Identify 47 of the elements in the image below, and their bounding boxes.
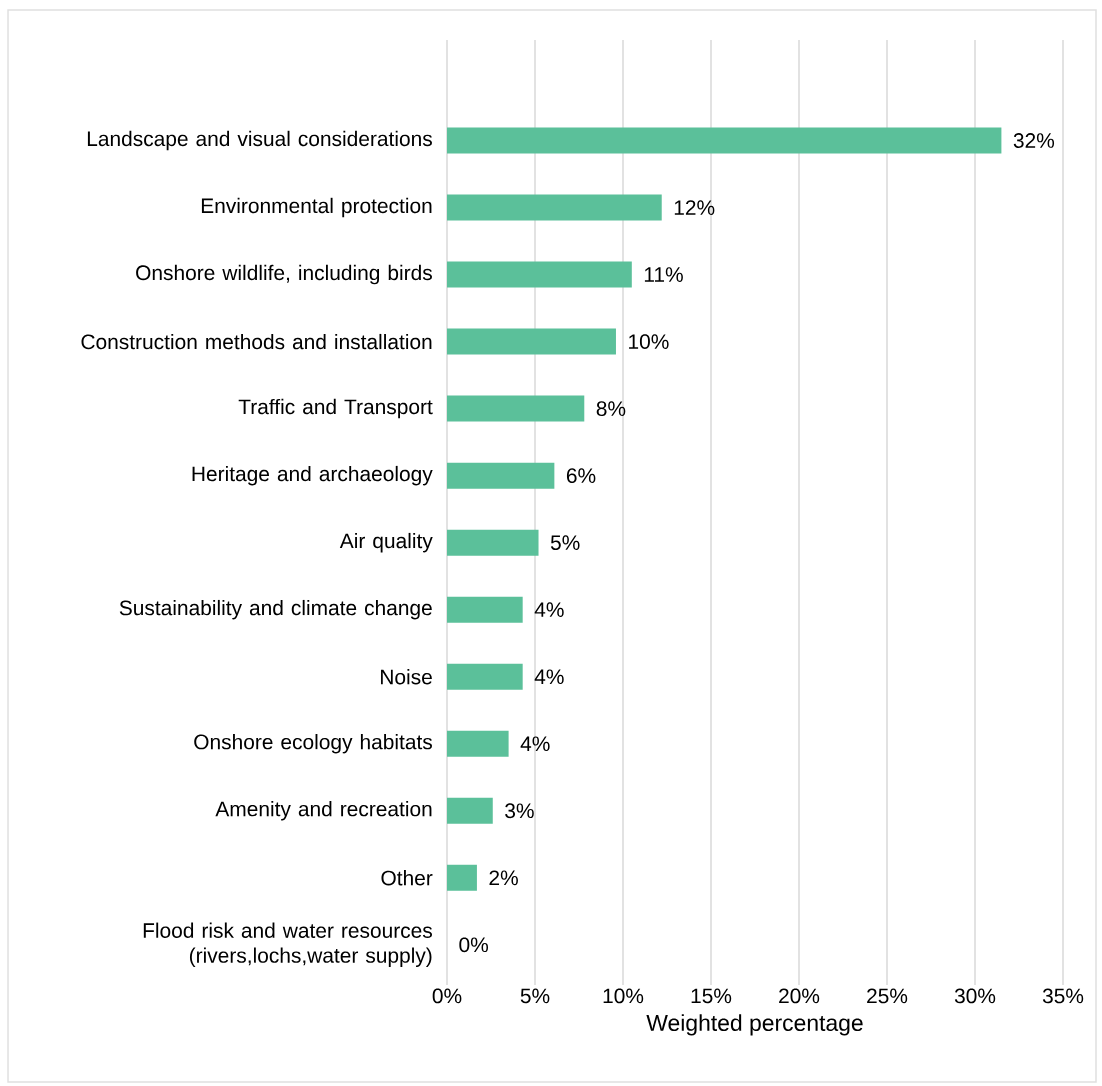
bar (447, 596, 523, 623)
data-label: 4% (534, 669, 564, 685)
y-tick-label: Flood risk and water resources (rivers,lochs,water supply) (143, 922, 432, 967)
y-tick-label: Traffic and Transport (238, 398, 433, 419)
x-tick-label: 0% (432, 988, 462, 1004)
data-label: 2% (489, 870, 518, 886)
data-label: 11% (644, 267, 683, 282)
y-tick-label: Noise (381, 669, 432, 685)
y-tick-label: Construction methods and installation (81, 333, 432, 350)
bar (447, 127, 1002, 154)
x-tick-label: 35% (1042, 988, 1084, 1004)
y-tick-label: Environmental protection (201, 197, 432, 218)
y-tick-label: Other (381, 870, 433, 886)
bar (447, 261, 632, 288)
y-tick-label: Landscape and visual considerations (87, 130, 432, 151)
bar (447, 462, 555, 489)
x-tick-label: 5% (520, 988, 550, 1004)
data-label: 3% (505, 803, 534, 819)
x-tick-label: 10% (603, 988, 644, 1004)
bar (447, 797, 493, 824)
x-tick-label: 25% (867, 988, 908, 1004)
x-axis-title: Weighted percentage (646, 1014, 863, 1036)
data-label: 0% (459, 937, 489, 953)
y-tick-label: Onshore wildlife, including birds (136, 264, 432, 285)
y-tick-label: Air quality (339, 532, 433, 553)
bar (447, 663, 523, 690)
x-tick-label: 20% (779, 988, 820, 1004)
data-label: 6% (566, 468, 596, 484)
bar (447, 529, 539, 556)
data-label: 8% (596, 401, 626, 417)
y-tick-label: Onshore ecology habitats (194, 733, 432, 754)
data-label: 10% (629, 334, 669, 349)
y-tick-label: Sustainability and climate change (119, 599, 432, 620)
data-label: 4% (534, 602, 564, 617)
y-tick-label: Amenity and recreation (215, 800, 432, 821)
bar (447, 864, 477, 891)
bar (447, 395, 585, 422)
bar (447, 730, 509, 757)
data-label: 5% (550, 535, 580, 551)
data-label: 12% (674, 200, 715, 215)
bar (447, 328, 616, 355)
bar (447, 194, 662, 221)
y-tick-label: Heritage and archaeology (192, 465, 433, 486)
x-tick-label: 15% (691, 988, 732, 1004)
data-label: 32% (1013, 133, 1055, 148)
x-tick-label: 30% (954, 988, 996, 1004)
data-label: 4% (520, 736, 550, 752)
